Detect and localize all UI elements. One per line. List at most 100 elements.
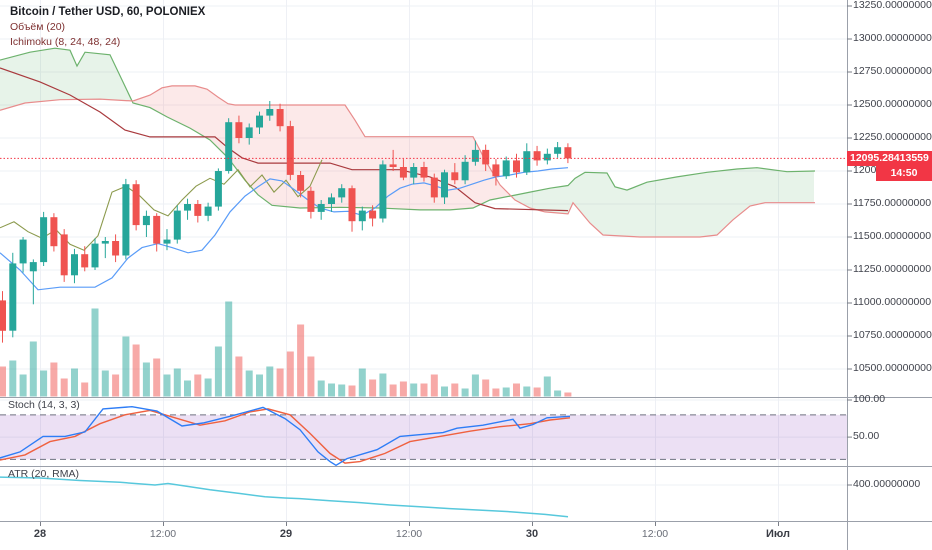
volume-bar xyxy=(379,373,387,397)
time-tick-label: 30 xyxy=(525,528,539,540)
candle-body xyxy=(554,147,562,154)
candle-body xyxy=(513,160,520,173)
volume-bar xyxy=(60,378,68,397)
volume-bar xyxy=(256,374,263,397)
stoch-band xyxy=(0,414,847,460)
volume-bar xyxy=(533,387,541,397)
candle-body xyxy=(9,263,17,331)
candle-body xyxy=(0,300,6,331)
candle-body xyxy=(40,217,48,263)
atr-tick-label: 400.00000000 xyxy=(853,478,921,490)
volume-bar xyxy=(564,392,572,397)
senkou-b-line xyxy=(0,85,815,238)
price-axis[interactable]: 13250.00000000 13000.00000000 12750.000000… xyxy=(847,0,932,550)
volume-bar xyxy=(225,301,233,397)
volume-bar xyxy=(173,368,181,397)
time-tick-label: 12:00 xyxy=(395,528,423,540)
candle-body xyxy=(430,177,438,198)
candle-body xyxy=(163,239,171,244)
stoch-indicator-legend[interactable]: Stoch (14, 3, 3) xyxy=(8,399,80,411)
candle-body xyxy=(471,149,479,162)
bar-countdown-tag: 14:50 xyxy=(876,166,932,181)
volume-bar xyxy=(554,390,562,397)
price-tick-label: 12250.00000000 xyxy=(853,131,932,143)
price-tick-label: 12750.00000000 xyxy=(853,65,932,77)
candle-body xyxy=(142,215,150,226)
volume-bar xyxy=(502,387,510,397)
volume-bar xyxy=(194,374,202,397)
candle-body xyxy=(502,160,510,177)
candle-body xyxy=(297,175,305,191)
volume-bar xyxy=(317,380,325,397)
volume-bar xyxy=(132,344,140,397)
kijun-line xyxy=(0,67,569,212)
volume-bar xyxy=(369,379,377,397)
candle-body xyxy=(461,161,469,181)
symbol-title[interactable]: Bitcoin / Tether USD, 60, POLONIEX xyxy=(10,6,206,18)
volume-bar xyxy=(297,324,305,397)
stoch-tick-label: 50.00 xyxy=(853,430,880,443)
volume-indicator-legend[interactable]: Объём (20) xyxy=(10,21,66,33)
volume-bar xyxy=(430,374,438,397)
volume-bar xyxy=(307,356,315,397)
candle-body xyxy=(276,109,284,127)
candle-body xyxy=(225,122,233,171)
time-axis[interactable]: 28 12:00 29 12:00 30 12:00 Июл xyxy=(0,521,932,550)
volume-bar xyxy=(482,379,490,397)
candle-body xyxy=(71,254,78,276)
candle-body xyxy=(348,188,356,222)
candle-body xyxy=(286,126,294,175)
candle-body xyxy=(523,151,531,173)
volume-bar xyxy=(184,380,191,397)
price-tick-label: 12500.00000000 xyxy=(853,98,932,110)
candle-body xyxy=(358,210,366,222)
volume-bar xyxy=(389,384,397,397)
candle-body xyxy=(153,215,161,244)
volume-bar xyxy=(122,336,130,397)
ichimoku-cloud xyxy=(134,85,510,210)
candle-body xyxy=(122,184,130,256)
price-tick-label: 11500.00000000 xyxy=(853,230,932,242)
candle-body xyxy=(482,149,490,165)
atr-indicator-legend[interactable]: ATR (20, RMA) xyxy=(8,468,79,480)
candle-body xyxy=(60,234,68,276)
volume-bar xyxy=(91,308,99,397)
volume-bar xyxy=(142,362,150,397)
ichimoku-indicator-legend[interactable]: Ichimoku (8, 24, 48, 24) xyxy=(10,36,121,48)
candle-body xyxy=(543,153,551,161)
candle-body xyxy=(204,206,212,216)
candle-body xyxy=(266,109,274,116)
candle-body xyxy=(317,204,325,212)
candle-body xyxy=(492,164,500,177)
volume-bar xyxy=(420,383,428,397)
volume-bar xyxy=(50,362,58,397)
volume-bar xyxy=(40,370,48,397)
candle-body xyxy=(338,188,346,198)
candle-body xyxy=(235,122,243,138)
candle-body xyxy=(184,204,191,211)
volume-bar xyxy=(235,356,243,397)
volume-bar xyxy=(410,383,418,397)
volume-bar xyxy=(101,370,109,397)
volume-bar xyxy=(204,378,212,397)
candle-body xyxy=(420,167,428,178)
candle-body xyxy=(91,243,99,268)
candle-body xyxy=(112,241,120,256)
volume-bar xyxy=(29,341,37,397)
candle-body xyxy=(101,241,109,244)
candle-body xyxy=(379,164,387,219)
volume-bar xyxy=(153,358,161,397)
price-tick-label: 13000.00000000 xyxy=(853,32,932,44)
time-tick-label: 12:00 xyxy=(641,528,669,540)
volume-bar xyxy=(348,385,356,397)
candle-body xyxy=(399,167,407,178)
price-tick-label: 11000.00000000 xyxy=(853,296,932,308)
time-tick-label: 29 xyxy=(279,528,293,540)
volume-bar xyxy=(286,351,294,397)
volume-bar xyxy=(112,374,120,397)
stoch-d-line xyxy=(0,408,571,464)
time-tick-label: 12:00 xyxy=(149,528,177,540)
volume-bar xyxy=(81,382,89,397)
